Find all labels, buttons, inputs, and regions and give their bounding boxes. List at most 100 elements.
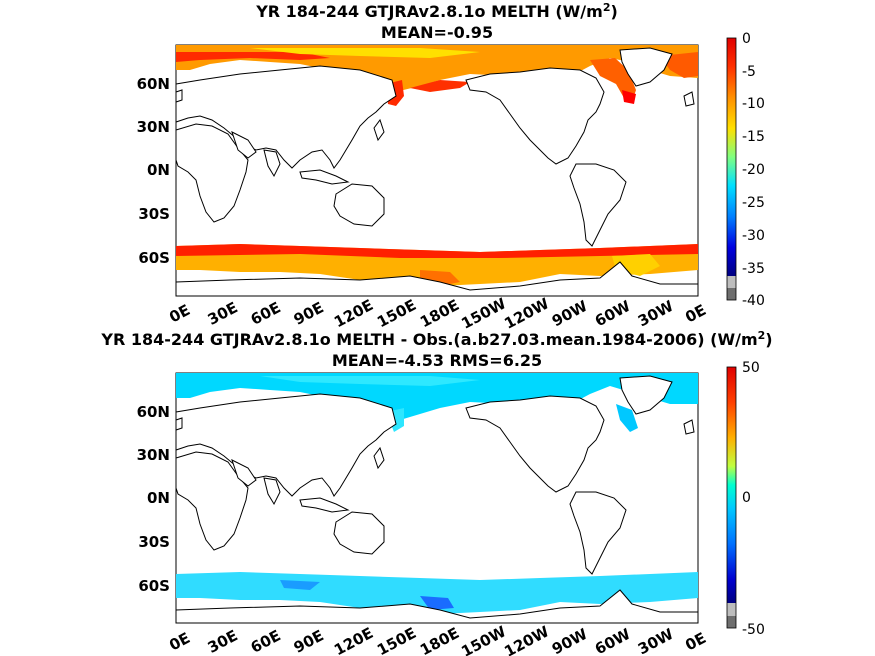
colorbar-tick: -25 — [742, 195, 765, 211]
uk-left — [175, 417, 183, 431]
top-lon-labels: 0E 30E 60E 90E 120E 150E 180E 150W 120W … — [166, 294, 709, 333]
lon-label: 0E — [682, 301, 709, 327]
greenland — [619, 47, 673, 87]
coastlines — [175, 47, 699, 297]
australia — [333, 183, 385, 227]
lat-label: 0N — [147, 161, 170, 179]
bottom-lat-labels: 60N 30N 0N 30S 60S — [137, 403, 170, 595]
british-isles — [683, 419, 695, 435]
japan — [373, 118, 385, 142]
lon-label: 90E — [291, 298, 327, 329]
lon-label: 120W — [501, 622, 552, 656]
colorbar-tick: 0 — [742, 31, 751, 47]
lon-label: 90W — [549, 625, 591, 656]
lon-label: 90W — [549, 297, 591, 331]
british-isles — [683, 91, 695, 107]
south-america — [569, 491, 627, 575]
colorbar-tick: -15 — [742, 129, 765, 145]
lon-label: 150W — [458, 294, 509, 333]
lat-label: 30S — [138, 533, 170, 551]
india — [263, 149, 281, 178]
labrador-diff — [616, 404, 638, 432]
bering-melt — [410, 80, 470, 92]
top-lat-labels: 60N 30N 0N 30S 60S — [137, 75, 170, 267]
lat-label: 60N — [137, 403, 170, 421]
lat-label: 60S — [138, 577, 170, 595]
lon-label: 150E — [374, 624, 419, 656]
ross-diff — [420, 596, 454, 610]
top-subtitle: MEAN=-0.95 — [381, 23, 493, 42]
lat-label: 0N — [147, 489, 170, 507]
australia — [333, 511, 385, 555]
labrador-strong — [622, 90, 636, 104]
antarctic-diff-dark — [280, 580, 320, 590]
lon-label: 30E — [205, 298, 241, 329]
lon-label: 120E — [331, 296, 376, 331]
arctic-melt-yellow — [250, 48, 480, 58]
lon-label: 180E — [417, 296, 462, 331]
colorbar-tick: -50 — [742, 622, 765, 638]
lat-label: 30N — [137, 118, 170, 136]
lon-label: 60W — [592, 297, 634, 331]
antarctica — [175, 589, 699, 624]
lon-label: 60E — [248, 298, 284, 329]
lon-label: 180E — [417, 624, 462, 656]
bottom-subtitle: MEAN=-4.53 RMS=6.25 — [332, 351, 542, 370]
colorbar-tick: -35 — [742, 261, 765, 277]
lat-label: 60N — [137, 75, 170, 93]
top-map — [175, 44, 699, 297]
lon-label: 30W — [635, 625, 677, 656]
arabia — [231, 459, 257, 487]
indonesia — [299, 497, 350, 513]
coastlines — [175, 375, 699, 624]
uk-left — [175, 89, 183, 103]
eurasia — [175, 393, 397, 497]
arabia — [231, 131, 257, 159]
lat-label: 60S — [138, 249, 170, 267]
top-title: YR 184-244 GTJRAv2.8.1o MELTH (W/m2) — [255, 1, 618, 21]
antarctica — [175, 261, 699, 297]
lon-label: 120W — [501, 294, 552, 333]
arctic-diff-field — [176, 373, 698, 428]
colorbar-tick: -20 — [742, 162, 765, 178]
bottom-colorbar: 50 0 -50 — [726, 360, 765, 638]
japan — [373, 446, 385, 470]
lat-label: 30N — [137, 446, 170, 464]
arctic-melt-field — [176, 45, 698, 104]
bottom-panel: YR 184-244 GTJRAv2.8.1o MELTH - Obs.(a.b… — [100, 329, 772, 656]
lon-label: 0E — [682, 629, 709, 655]
greenland — [619, 375, 673, 415]
lon-label: 60W — [592, 625, 634, 656]
lon-label: 60E — [248, 626, 284, 656]
colorbar-tick: -10 — [742, 96, 765, 112]
africa — [175, 123, 249, 223]
colorbar-tick: -30 — [742, 228, 765, 244]
lon-label: 90E — [291, 626, 327, 656]
lon-label: 30E — [205, 626, 241, 656]
top-colorbar: 0 -5 -10 -15 -20 -25 -30 -35 -40 — [726, 31, 765, 309]
lon-label: 0E — [166, 629, 193, 655]
lon-label: 30W — [635, 297, 677, 331]
north-america — [465, 395, 605, 493]
lon-label: 150E — [374, 296, 419, 331]
lat-label: 30S — [138, 205, 170, 223]
colorbar-tick: 50 — [742, 360, 760, 376]
bottom-map — [175, 372, 699, 624]
colorbar-tick: -40 — [742, 293, 765, 309]
bottom-title: YR 184-244 GTJRAv2.8.1o MELTH - Obs.(a.b… — [100, 329, 772, 349]
africa — [175, 451, 249, 551]
india — [263, 477, 281, 506]
bottom-lon-labels: 0E 30E 60E 90E 120E 150E 180E 150W 120W … — [166, 622, 709, 656]
lon-label: 120E — [331, 624, 376, 656]
indonesia — [299, 169, 350, 185]
lon-label: 0E — [166, 301, 193, 327]
south-america — [569, 163, 627, 247]
lon-label: 150W — [458, 622, 509, 656]
arctic-melt-strong — [176, 52, 330, 62]
antarctic-melt-strong — [176, 244, 698, 258]
arctic-diff-light — [260, 376, 480, 386]
colorbar-tick: 0 — [742, 490, 751, 506]
north-america — [465, 67, 605, 165]
colorbar-tick: -5 — [742, 64, 756, 80]
